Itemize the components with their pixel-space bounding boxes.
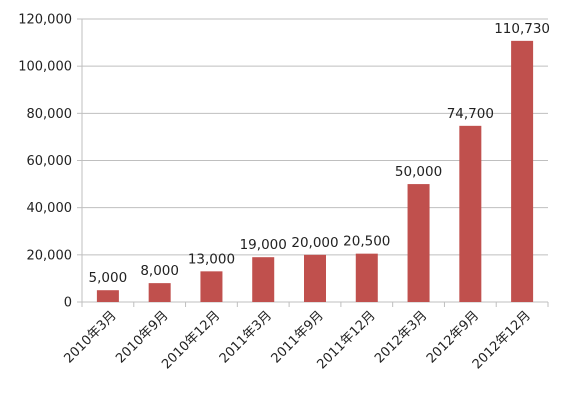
- x-axis-ticks: 2010年3月2010年9月2010年12月2011年3月2011年9月2011…: [61, 308, 533, 372]
- bar: [407, 184, 430, 302]
- x-tick-label: 2010年3月: [61, 308, 119, 366]
- y-axis-ticks: 0 20,000 40,000 60,000 80,000 100,000 120,000: [18, 13, 72, 311]
- y-tick-label: 120,000: [18, 13, 72, 28]
- bar: [148, 283, 171, 302]
- bar: [200, 271, 223, 302]
- data-label: 13,000: [188, 251, 235, 267]
- data-label: 74,700: [447, 106, 494, 122]
- bar: [511, 40, 534, 302]
- bar: [304, 254, 326, 302]
- y-tick-label: 100,000: [18, 60, 72, 75]
- y-tick-label: 80,000: [27, 107, 73, 122]
- data-label: 20,500: [343, 234, 390, 250]
- y-tick-label: 40,000: [27, 201, 73, 216]
- y-tick-label: 0: [64, 296, 72, 311]
- y-tick-label: 60,000: [27, 154, 73, 169]
- x-tick-label: 2011年3月: [217, 308, 275, 366]
- data-label: 110,730: [494, 21, 550, 37]
- y-tick-label: 20,000: [27, 248, 73, 263]
- data-label: 19,000: [240, 237, 287, 253]
- data-label: 20,000: [291, 235, 338, 251]
- bars: [96, 40, 534, 303]
- bar: [252, 257, 275, 302]
- data-label: 8,000: [140, 263, 179, 279]
- data-label: 5,000: [89, 270, 128, 286]
- bar: [355, 253, 378, 302]
- data-labels: 5,000 8,000 13,000 19,000 20,000 20,500 50,000…: [89, 21, 550, 286]
- bar: [459, 125, 482, 303]
- x-tick-label: 2012年3月: [372, 308, 430, 366]
- data-label: 50,000: [395, 164, 442, 180]
- bar: [96, 290, 119, 302]
